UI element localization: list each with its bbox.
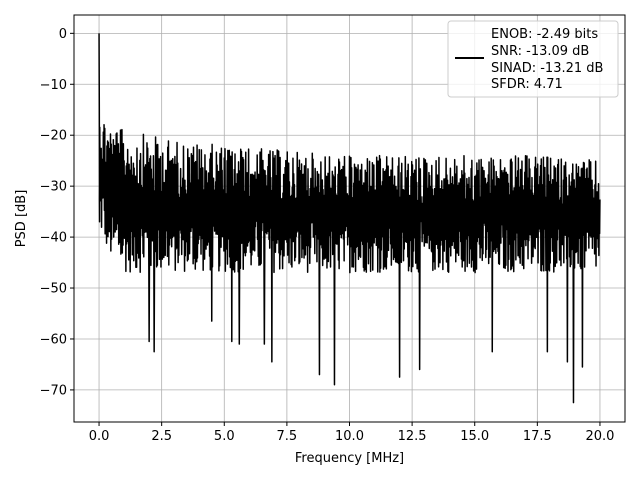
y-tick-label: −70: [40, 383, 67, 398]
x-tick-label: 2.5: [151, 429, 172, 444]
x-axis-label: Frequency [MHz]: [295, 451, 404, 466]
x-tick-label: 12.5: [398, 429, 427, 444]
y-ticks: 0 −10 −20 −30 −40 −50 −60 −70: [40, 27, 74, 398]
y-axis-label: PSD [dB]: [14, 190, 29, 248]
y-tick-label: −30: [40, 180, 67, 195]
y-tick-label: −20: [40, 129, 67, 144]
x-tick-label: 5.0: [214, 429, 235, 444]
legend-entry-enob: ENOB: -2.49 bits: [491, 27, 598, 42]
legend-entry-sfdr: SFDR: 4.71: [491, 77, 563, 92]
plot-frame: [73, 14, 626, 423]
legend: ENOB: -2.49 bits SNR: -13.09 dB SINAD: -…: [447, 20, 619, 98]
x-ticks: 0.0 2.5 5.0 7.5 10.0 12.5 15.0 17.5 20.0: [89, 422, 614, 444]
y-tick-label: 0: [59, 27, 67, 42]
x-tick-label: 10.0: [335, 429, 364, 444]
x-tick-label: 7.5: [277, 429, 298, 444]
x-tick-label: 20.0: [585, 429, 614, 444]
y-tick-label: −10: [40, 78, 67, 93]
legend-entry-sinad: SINAD: -13.21 dB: [491, 61, 603, 76]
y-tick-label: −60: [40, 332, 67, 347]
y-tick-label: −40: [40, 231, 67, 246]
legend-box: [447, 20, 619, 98]
x-tick-label: 15.0: [460, 429, 489, 444]
y-tick-label: −50: [40, 282, 67, 297]
x-tick-label: 17.5: [523, 429, 552, 444]
x-tick-label: 0.0: [89, 429, 110, 444]
legend-entry-snr: SNR: -13.09 dB: [491, 44, 589, 59]
psd-series-line: [98, 33, 601, 404]
